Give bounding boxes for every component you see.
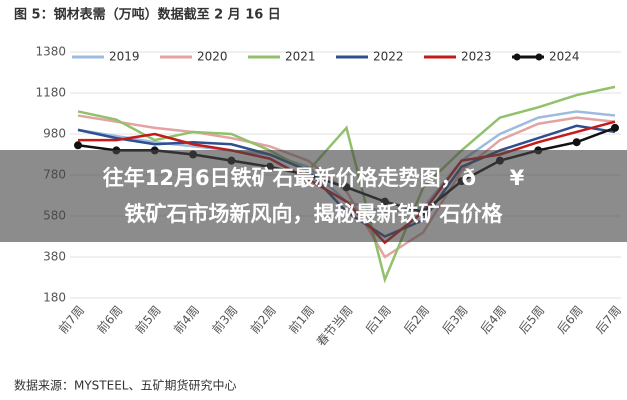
x-tick-label: 后6周 — [555, 303, 586, 336]
x-tick-label: 前2周 — [247, 303, 279, 337]
x-tick-label: 后3周 — [439, 303, 470, 336]
point — [611, 123, 619, 132]
legend-label: 2024 — [549, 50, 580, 64]
x-tick-label: 春节当周 — [314, 303, 356, 349]
x-tick-label: 前5周 — [132, 303, 164, 337]
legend-label: 2021 — [285, 50, 316, 64]
y-tick-label: 1180 — [35, 86, 66, 100]
y-tick-label: 380 — [43, 250, 66, 264]
banner-line: 往年12月6日铁矿石最新价格走势图，ð¥ — [102, 166, 525, 190]
x-tick-label: 前4周 — [170, 303, 202, 337]
x-tick-label: 后1周 — [363, 303, 394, 336]
legend-marker — [513, 53, 521, 61]
legend-label: 2019 — [109, 50, 140, 64]
legend-label: 2023 — [461, 50, 492, 64]
legend-label: 2020 — [197, 50, 228, 64]
x-tick-label: 后2周 — [401, 303, 432, 336]
x-tick-label: 前6周 — [94, 303, 126, 337]
y-tick-label: 1380 — [35, 45, 66, 59]
x-tick-label: 后7周 — [593, 303, 624, 336]
x-tick-label: 前3周 — [209, 303, 241, 337]
source: 数据来源：MYSTEEL、五矿期货研究中心 — [14, 378, 236, 393]
y-tick-label: 980 — [43, 127, 66, 141]
x-tick-label: 前1周 — [285, 303, 317, 337]
y-tick-label: 180 — [43, 291, 66, 305]
point — [74, 141, 82, 150]
chart-title: 图 5：钢材表需（万吨）数据截至 2 月 16 日 — [14, 7, 281, 23]
point — [572, 138, 581, 147]
banner: 往年12月6日铁矿石最新价格走势图，ð¥ 铁矿石市场新风向，揭秘最新铁矿石价… — [0, 150, 627, 242]
x-tick-label: 后4周 — [478, 303, 509, 336]
x-tick-label: 后5周 — [516, 303, 547, 336]
legend-label: 2022 — [373, 50, 404, 64]
legend-marker — [535, 53, 543, 61]
banner-line: 铁矿石市场新风向，揭秘最新铁矿石价格 — [124, 202, 503, 226]
x-tick-label: 前7周 — [55, 303, 87, 337]
